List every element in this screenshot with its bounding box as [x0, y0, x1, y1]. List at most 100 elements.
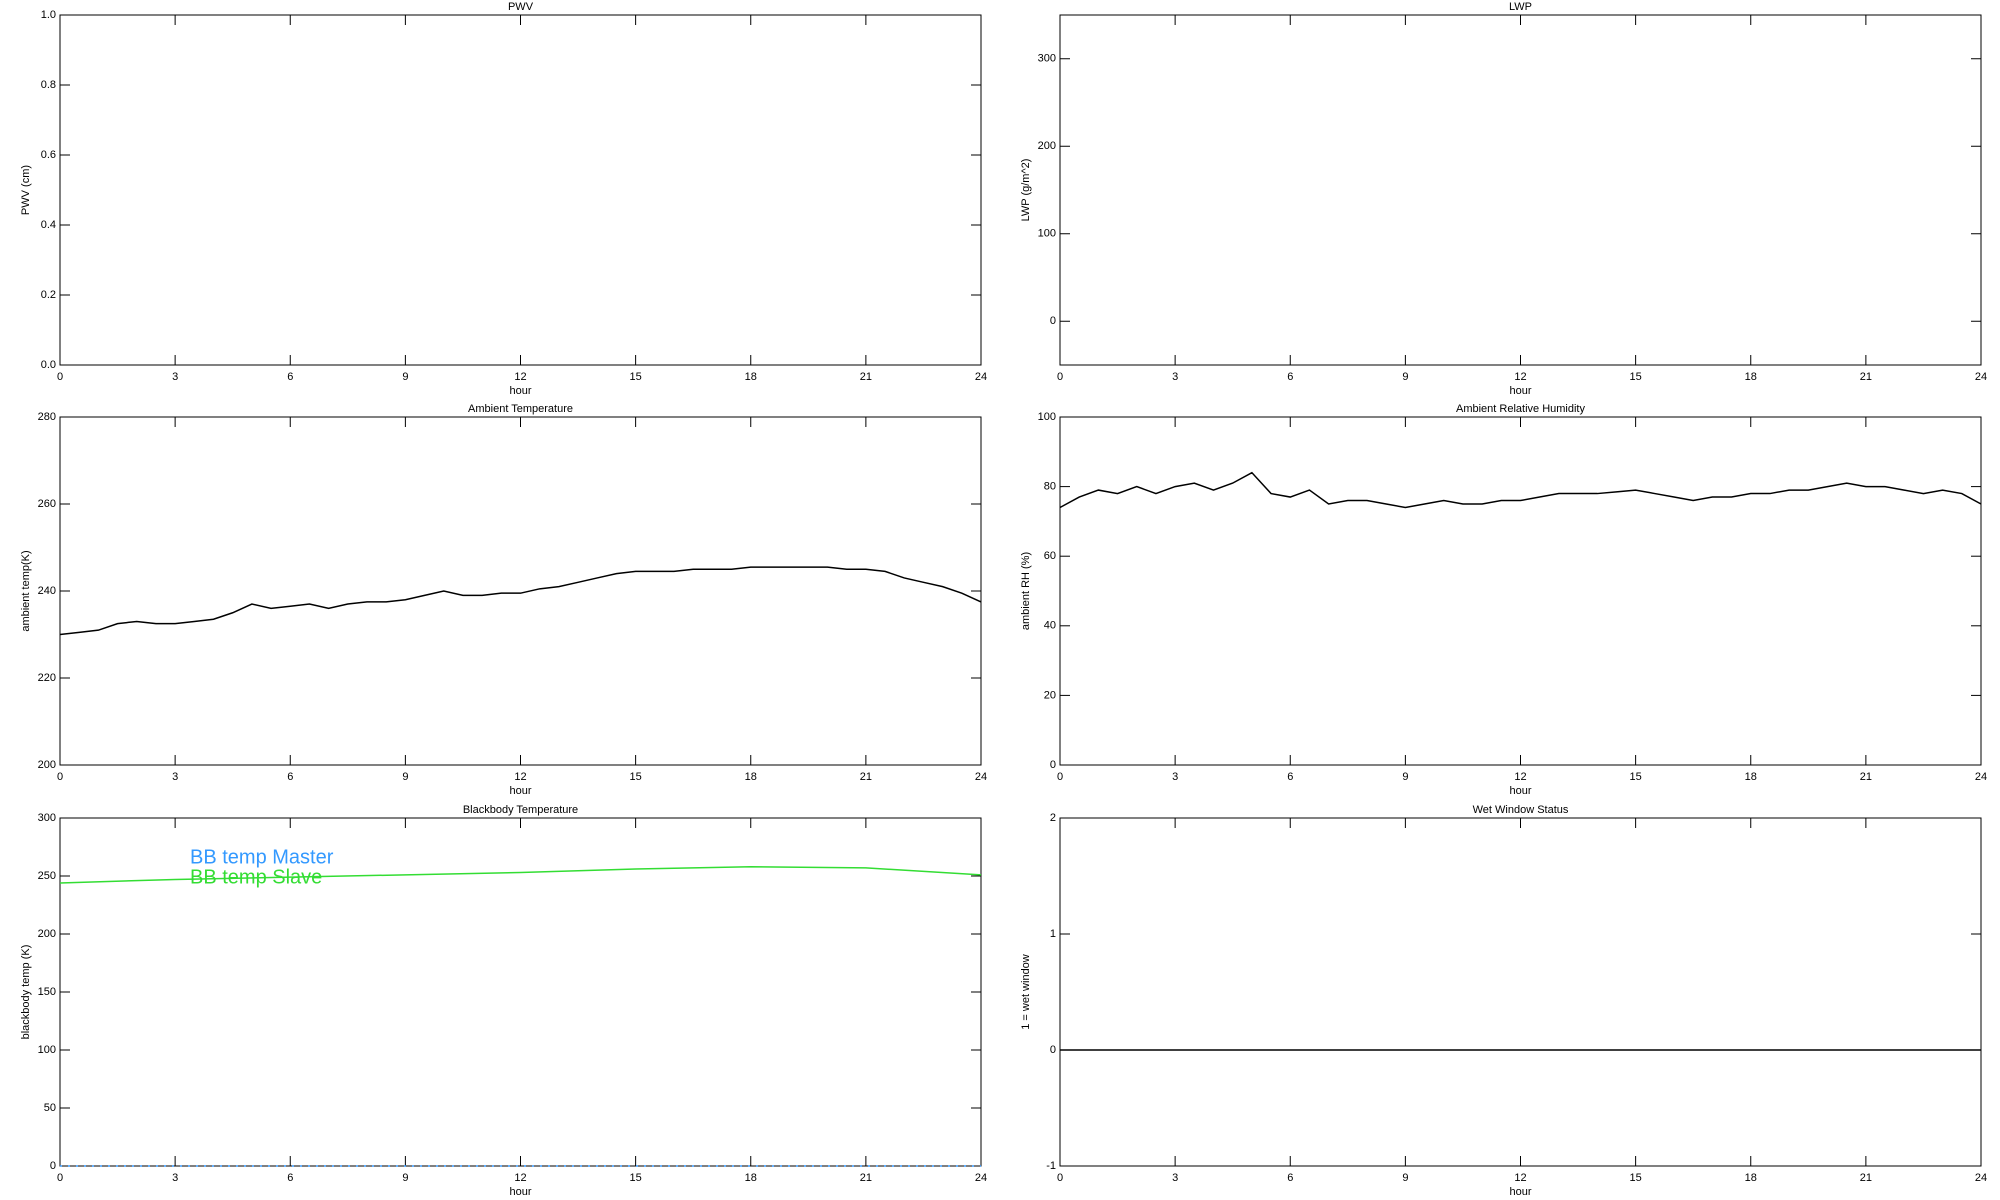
x-tick-label: 9 [1402, 771, 1408, 783]
x-tick-label: 18 [745, 1172, 757, 1184]
x-axis-label: hour [1509, 1186, 1531, 1198]
legend-entry: BB temp Slave [190, 866, 322, 888]
x-tick-label: 3 [172, 1172, 178, 1184]
x-tick-label: 12 [1514, 371, 1526, 383]
y-tick-label: 0.8 [41, 79, 56, 91]
y-tick-label: 1.0 [41, 9, 56, 21]
plot-frame [1059, 416, 1982, 766]
x-tick-label: 6 [1287, 771, 1293, 783]
x-tick-label: 12 [514, 1172, 526, 1184]
x-tick-label: 6 [1287, 371, 1293, 383]
y-tick-label: 250 [38, 870, 56, 882]
x-tick-label: 24 [975, 1172, 987, 1184]
y-tick-label: 60 [1044, 550, 1056, 562]
x-tick-label: 9 [1402, 1172, 1408, 1184]
x-tick-label: 12 [1514, 1172, 1526, 1184]
x-tick-label: 3 [172, 371, 178, 383]
y-tick-label: 20 [1044, 689, 1056, 701]
x-tick-label: 15 [630, 371, 642, 383]
y-axis-label: 1 = wet window [1020, 954, 1032, 1030]
chart-title: Wet Window Status [1473, 804, 1569, 816]
x-tick-label: 24 [1975, 371, 1987, 383]
plot-frame [59, 416, 982, 766]
x-tick-label: 12 [1514, 771, 1526, 783]
x-tick-label: 9 [1402, 371, 1408, 383]
x-tick-label: 24 [1975, 771, 1987, 783]
y-tick-label: 200 [38, 928, 56, 940]
y-axis-label: LWP (g/m^2) [1020, 159, 1032, 222]
y-tick-label: 300 [38, 812, 56, 824]
y-tick-label: 0.6 [41, 149, 56, 161]
y-tick-label: 200 [38, 759, 56, 771]
x-tick-label: 15 [1630, 1172, 1642, 1184]
y-tick-label: 0 [1050, 1044, 1056, 1056]
x-tick-label: 9 [402, 1172, 408, 1184]
y-tick-label: 2 [1050, 812, 1056, 824]
x-tick-label: 18 [1745, 1172, 1757, 1184]
x-tick-label: 15 [630, 1172, 642, 1184]
y-tick-label: 0 [1050, 315, 1056, 327]
x-tick-label: 21 [1860, 371, 1872, 383]
x-tick-label: 3 [1172, 771, 1178, 783]
x-tick-label: 0 [1057, 1172, 1063, 1184]
x-tick-label: 18 [1745, 771, 1757, 783]
chart-title: Ambient Relative Humidity [1456, 403, 1585, 415]
x-tick-label: 15 [1630, 371, 1642, 383]
y-tick-label: 40 [1044, 620, 1056, 632]
y-tick-label: 280 [38, 411, 56, 423]
x-tick-label: 3 [1172, 371, 1178, 383]
x-tick-label: 21 [860, 1172, 872, 1184]
x-tick-label: 0 [57, 1172, 63, 1184]
chart-title: PWV [508, 1, 534, 13]
x-tick-label: 0 [57, 771, 63, 783]
data-line [1059, 471, 1982, 509]
y-axis-label: ambient RH (%) [1020, 552, 1032, 630]
chart-title: Blackbody Temperature [463, 804, 578, 816]
x-tick-label: 21 [860, 371, 872, 383]
x-tick-label: 0 [57, 371, 63, 383]
y-tick-label: 80 [1044, 481, 1056, 493]
x-axis-label: hour [1509, 385, 1531, 397]
y-tick-label: 0 [1050, 759, 1056, 771]
y-tick-label: 100 [38, 1044, 56, 1056]
y-axis-label: ambient temp(K) [20, 550, 32, 631]
y-tick-label: 150 [38, 986, 56, 998]
x-tick-label: 21 [1860, 1172, 1872, 1184]
y-tick-label: 0.2 [41, 289, 56, 301]
x-tick-label: 15 [1630, 771, 1642, 783]
x-axis-label: hour [509, 385, 531, 397]
y-tick-label: 0 [50, 1160, 56, 1172]
x-tick-label: 24 [1975, 1172, 1987, 1184]
x-tick-label: 3 [172, 771, 178, 783]
x-tick-label: 18 [745, 371, 757, 383]
x-tick-label: 12 [514, 771, 526, 783]
y-tick-label: 240 [38, 585, 56, 597]
y-tick-label: 200 [1038, 140, 1056, 152]
x-tick-label: 21 [1860, 771, 1872, 783]
x-tick-label: 15 [630, 771, 642, 783]
x-tick-label: 9 [402, 771, 408, 783]
x-axis-label: hour [509, 1186, 531, 1198]
chart-title: LWP [1509, 1, 1532, 13]
y-tick-label: 50 [44, 1102, 56, 1114]
y-tick-label: 220 [38, 672, 56, 684]
data-line [59, 566, 982, 636]
x-tick-label: 0 [1057, 371, 1063, 383]
x-tick-label: 24 [975, 371, 987, 383]
x-tick-label: 3 [1172, 1172, 1178, 1184]
y-tick-label: 300 [1038, 53, 1056, 65]
y-tick-label: 100 [1038, 411, 1056, 423]
x-tick-label: 0 [1057, 771, 1063, 783]
y-axis-label: PWV (cm) [20, 165, 32, 215]
x-tick-label: 6 [1287, 1172, 1293, 1184]
x-tick-label: 6 [287, 771, 293, 783]
chart-title: Ambient Temperature [468, 403, 573, 415]
x-tick-label: 18 [1745, 371, 1757, 383]
y-tick-label: 1 [1050, 928, 1056, 940]
x-tick-label: 21 [860, 771, 872, 783]
y-tick-label: 0.0 [41, 359, 56, 371]
y-tick-label: -1 [1046, 1160, 1056, 1172]
y-tick-label: 100 [1038, 228, 1056, 240]
plot-frame [1059, 817, 1982, 1167]
